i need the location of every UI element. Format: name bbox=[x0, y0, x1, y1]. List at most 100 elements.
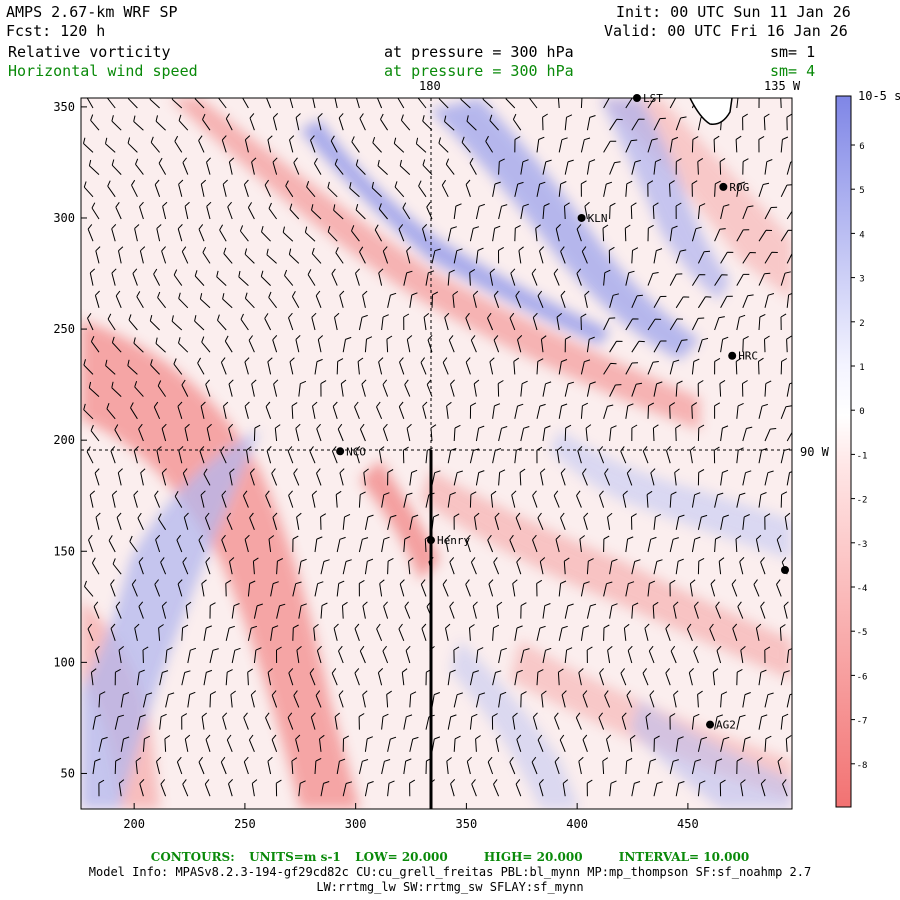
wind-barb bbox=[576, 490, 582, 508]
wind-barb bbox=[710, 579, 716, 597]
wind-barb bbox=[181, 624, 189, 641]
x-tick-label: 400 bbox=[566, 817, 588, 831]
wind-barb bbox=[603, 140, 617, 153]
wind-barb bbox=[295, 423, 301, 442]
model-info-physics: LW:rrtmg_lw SW:rrtmg_sw SFLAY:sf_mynn bbox=[316, 880, 584, 894]
wind-barb bbox=[586, 159, 596, 175]
wind-barb bbox=[564, 424, 572, 442]
wind-barb bbox=[647, 138, 658, 153]
wind-barb bbox=[714, 316, 725, 331]
wind-barb bbox=[438, 137, 449, 153]
wind-barb bbox=[243, 179, 249, 197]
stations: NCO Henry KLN ROG HRC AG2 LST bbox=[336, 92, 789, 732]
wind-barb bbox=[402, 446, 409, 464]
wind-barb bbox=[295, 734, 301, 752]
wind-barb bbox=[150, 359, 160, 375]
wind-barb bbox=[450, 779, 456, 797]
wind-barb bbox=[378, 203, 388, 220]
wind-barb bbox=[342, 336, 352, 353]
wind-barb bbox=[98, 691, 106, 708]
wind-barb bbox=[449, 601, 455, 619]
wind-barb bbox=[732, 623, 738, 641]
wind-barb bbox=[177, 401, 183, 419]
wind-barb bbox=[387, 557, 394, 575]
wind-barb bbox=[498, 647, 507, 664]
wind-barb bbox=[184, 734, 191, 752]
wind-barb bbox=[686, 623, 693, 641]
wind-barb bbox=[359, 423, 366, 442]
wind-barb bbox=[95, 512, 101, 530]
wind-barb bbox=[496, 601, 503, 619]
wind-barb bbox=[409, 691, 417, 708]
wind-barb bbox=[487, 756, 494, 775]
wind-barb bbox=[445, 534, 451, 553]
wind-barb bbox=[364, 736, 373, 752]
wind-barb bbox=[200, 401, 206, 419]
wind-barb bbox=[205, 734, 211, 752]
wind-barb bbox=[631, 424, 638, 442]
wind-barb bbox=[719, 779, 726, 797]
wind-barb bbox=[133, 337, 144, 353]
wind-barb bbox=[742, 335, 749, 353]
wind-barb bbox=[497, 380, 504, 397]
wind-barb bbox=[675, 202, 682, 220]
wind-barb bbox=[553, 268, 560, 286]
wind-barb bbox=[557, 98, 560, 109]
wind-barb bbox=[264, 313, 272, 331]
wind-barb bbox=[342, 559, 352, 575]
wind-barb bbox=[471, 779, 477, 797]
wind-barb bbox=[134, 623, 140, 641]
wind-barb bbox=[606, 734, 612, 752]
wind-barb bbox=[137, 512, 144, 531]
wind-barb bbox=[198, 534, 205, 553]
y-tick-label: 150 bbox=[53, 544, 75, 558]
wind-barb bbox=[736, 402, 744, 419]
wind-barb bbox=[94, 290, 100, 308]
wind-barb bbox=[173, 358, 183, 375]
wind-barb bbox=[226, 734, 233, 752]
wind-barb bbox=[95, 246, 101, 264]
wind-barb bbox=[184, 423, 190, 442]
wind-barb bbox=[608, 246, 615, 264]
wind-barb bbox=[403, 270, 413, 286]
wind-barb bbox=[764, 380, 772, 397]
wind-barb bbox=[653, 559, 663, 575]
wind-barb bbox=[649, 690, 655, 708]
wind-barb bbox=[118, 246, 124, 264]
wind-barb bbox=[558, 137, 568, 153]
wind-barb bbox=[582, 734, 588, 752]
wind-barb bbox=[139, 246, 146, 264]
wind-barb bbox=[631, 781, 641, 797]
wind-barb bbox=[493, 290, 500, 308]
wind-barb bbox=[315, 290, 322, 308]
wind-barb bbox=[442, 357, 449, 375]
wind-barb bbox=[246, 446, 252, 464]
wind-barb bbox=[509, 534, 516, 553]
wind-barb bbox=[713, 446, 720, 464]
wind-barb bbox=[131, 579, 138, 597]
wind-barb bbox=[387, 736, 397, 752]
wind-barb bbox=[307, 269, 316, 286]
wind-barb bbox=[177, 579, 183, 597]
wind-barb bbox=[669, 537, 679, 553]
wind-barb bbox=[520, 648, 530, 664]
wind-barb bbox=[720, 425, 729, 442]
wind-barb bbox=[625, 98, 633, 109]
wind-barb bbox=[358, 314, 368, 331]
wind-barb bbox=[675, 380, 683, 397]
wind-barb bbox=[609, 118, 623, 131]
wind-barb bbox=[531, 268, 538, 286]
wind-barb bbox=[354, 668, 360, 686]
wind-barb bbox=[461, 136, 471, 153]
wind-barb bbox=[786, 431, 792, 442]
wind-barb bbox=[563, 557, 570, 575]
wind-barb bbox=[351, 136, 360, 153]
wind-barb bbox=[465, 179, 471, 197]
wind-barb bbox=[251, 157, 257, 175]
wind-barb bbox=[220, 357, 227, 375]
wind-barb bbox=[272, 512, 278, 530]
wind-barb bbox=[539, 557, 546, 575]
lon-135w-label: 135 W bbox=[764, 79, 801, 93]
wind-barb bbox=[217, 314, 227, 331]
wind-barb bbox=[580, 625, 590, 641]
